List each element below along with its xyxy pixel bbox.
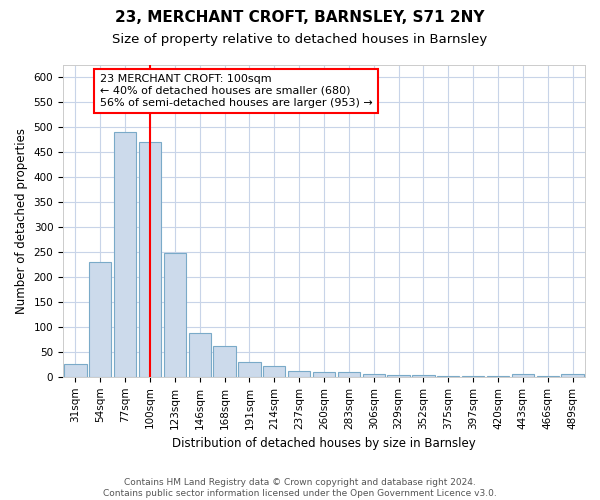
Bar	[64, 364, 86, 377]
Y-axis label: Number of detached properties: Number of detached properties	[15, 128, 28, 314]
Text: 23 MERCHANT CROFT: 100sqm
← 40% of detached houses are smaller (680)
56% of semi: 23 MERCHANT CROFT: 100sqm ← 40% of detac…	[100, 74, 373, 108]
X-axis label: Distribution of detached houses by size in Barnsley: Distribution of detached houses by size …	[172, 437, 476, 450]
Bar	[437, 376, 460, 377]
Bar	[238, 362, 260, 377]
Bar	[388, 375, 410, 377]
Bar	[139, 142, 161, 377]
Bar	[89, 262, 112, 377]
Bar	[188, 333, 211, 377]
Bar	[288, 371, 310, 377]
Text: Contains HM Land Registry data © Crown copyright and database right 2024.
Contai: Contains HM Land Registry data © Crown c…	[103, 478, 497, 498]
Bar	[512, 374, 534, 377]
Bar	[114, 132, 136, 377]
Text: 23, MERCHANT CROFT, BARNSLEY, S71 2NY: 23, MERCHANT CROFT, BARNSLEY, S71 2NY	[115, 10, 485, 25]
Text: Size of property relative to detached houses in Barnsley: Size of property relative to detached ho…	[112, 32, 488, 46]
Bar	[362, 374, 385, 377]
Bar	[313, 372, 335, 377]
Bar	[263, 366, 286, 377]
Bar	[338, 372, 360, 377]
Bar	[164, 253, 186, 377]
Bar	[562, 374, 584, 377]
Bar	[412, 376, 434, 377]
Bar	[536, 376, 559, 377]
Bar	[487, 376, 509, 377]
Bar	[462, 376, 484, 377]
Bar	[214, 346, 236, 377]
